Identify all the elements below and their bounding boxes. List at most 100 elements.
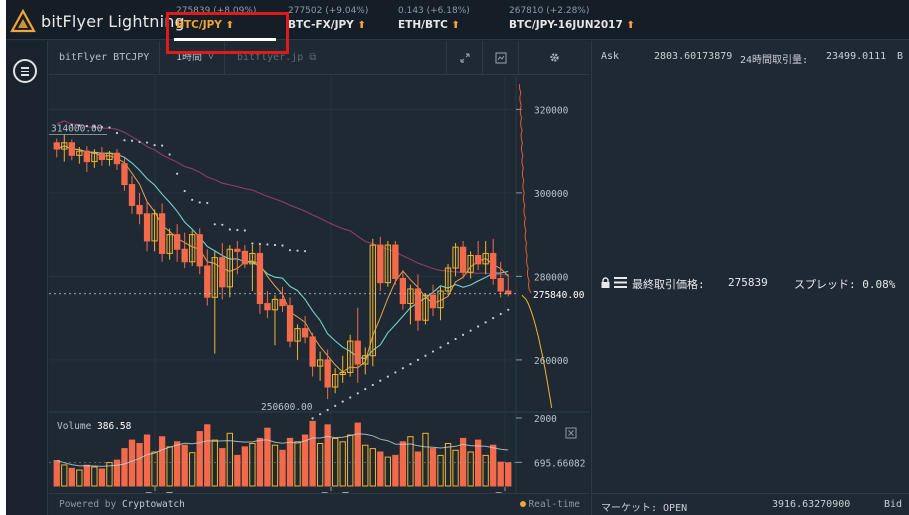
screenshot-icon[interactable] (482, 41, 518, 75)
volume-bar (332, 437, 339, 487)
candle-body (211, 257, 218, 298)
lock-icon[interactable] (601, 277, 610, 288)
ticker-eth-btc[interactable]: 0.143 (+6.18%) ETH/BTC ⬆ (398, 6, 470, 36)
sar-dot (273, 243, 277, 247)
volume-bar (407, 436, 414, 487)
volume-bar (91, 466, 98, 487)
sar-dot (424, 354, 427, 357)
sar-dot (349, 396, 352, 399)
ticker-btc-jpy-futures[interactable]: 267810 (+2.28%) BTC/JPY-16JUN2017 ⬆ (509, 6, 635, 36)
x-tick-label: 6月15日 (138, 492, 174, 493)
sar-dot (145, 141, 149, 144)
powered-by[interactable]: Powered by Cryptowatch (59, 499, 185, 510)
list-icon[interactable] (614, 277, 627, 288)
interval-select[interactable]: 1時間 ˅ (166, 41, 225, 75)
ticker-btc-fx-jpy[interactable]: 277502 (+9.04%) BTC-FX/JPY ⬆ (288, 6, 368, 36)
source-link[interactable]: bitflyer.jp ⧉ (227, 41, 326, 75)
sar-dot (334, 404, 337, 407)
chart-footer: Powered by Cryptowatch Real-time (49, 493, 590, 515)
candle-body (113, 152, 121, 165)
bid-label: Bid (884, 499, 903, 510)
sar-dot (507, 308, 510, 311)
sar-dot (206, 201, 209, 205)
volume-bar (497, 461, 504, 487)
sar-dot (191, 198, 194, 201)
arrow-up-icon: ⬆ (451, 20, 460, 31)
volume-bar (377, 451, 384, 487)
candle-body (76, 150, 83, 156)
sar-dot (236, 228, 239, 232)
volume-bar (143, 434, 151, 487)
candle-body (294, 328, 301, 342)
sar-dot (115, 131, 119, 135)
volume-bar (151, 451, 158, 487)
sar-dot (85, 124, 88, 128)
sar-dot (213, 223, 216, 226)
sar-dot (492, 317, 495, 320)
powered-brand: Cryptowatch (121, 499, 185, 510)
candle-body (339, 371, 346, 376)
market-status: マーケット: OPEN (601, 503, 688, 514)
candle-body (490, 252, 497, 279)
volume-bar (264, 427, 271, 487)
sar-dot (371, 383, 374, 387)
arrow-up-icon: ⬆ (357, 20, 366, 31)
candle-body (279, 298, 286, 307)
close-icon[interactable] (565, 427, 577, 439)
volume-bar (437, 454, 444, 487)
sar-dot (446, 342, 450, 345)
sar-dot (409, 362, 412, 366)
market-label[interactable]: bitFlyer BTCJPY (49, 41, 161, 75)
candle-body (271, 298, 279, 311)
volume-bar (294, 441, 301, 487)
sar-dot (401, 367, 404, 370)
sar-dot (431, 350, 435, 353)
candle-body (474, 255, 482, 265)
sar-dot (461, 333, 465, 336)
logo[interactable]: bitFlyer Lightning (10, 8, 185, 34)
sar-dot (161, 144, 164, 147)
ticker-btc-jpy[interactable]: 275839 (+8.09%) BTC/JPY ⬆ (176, 6, 256, 36)
volume-bar (301, 434, 309, 487)
volume-bar (309, 420, 316, 487)
volume-bar (136, 443, 143, 487)
sar-dot (123, 139, 126, 142)
depth-bid-curve (521, 294, 553, 408)
close-icon-cross (568, 430, 574, 436)
chevron-down-icon: ˅ (208, 52, 214, 63)
gear-icon[interactable] (518, 41, 590, 75)
volume-bar (121, 448, 128, 487)
candle-body (392, 244, 399, 279)
candle-body (83, 150, 91, 163)
powered-prefix: Powered by (59, 499, 117, 510)
volume-bar (53, 460, 60, 487)
expand-icon[interactable] (446, 41, 482, 75)
volume-bar (211, 439, 218, 487)
candle-body (407, 288, 414, 305)
volume-bar (316, 443, 324, 487)
candle-body (264, 303, 271, 311)
sar-dot (138, 140, 141, 144)
sar-dot (153, 144, 156, 147)
volume-24h-unit: B (897, 51, 904, 62)
price-chart[interactable]: 314000.00 250600.00 320000 300000 280000 2600… (49, 76, 590, 493)
candle-body (173, 234, 181, 250)
volume-bar (429, 448, 437, 487)
depth-ask-curve (519, 84, 532, 294)
candle-body (196, 234, 203, 267)
volume-bar (98, 468, 106, 487)
realtime-label: Real-time (528, 499, 580, 510)
menu-icon[interactable] (13, 59, 37, 83)
volume-bar (452, 449, 459, 487)
volume-average-line (56, 433, 509, 467)
volume-bar (68, 467, 75, 487)
source-text: bitflyer.jp (237, 52, 304, 63)
price-tick-label: 280000 (534, 272, 569, 283)
x-tick-label: 6月16日 (314, 492, 350, 493)
candle-body (106, 152, 113, 161)
realtime-indicator: Real-time (519, 499, 580, 510)
candle-body (151, 213, 158, 242)
bid-price: 3916.63270900 (772, 499, 851, 510)
ticker-symbol: BTC-FX/JPY (288, 19, 354, 31)
volume-bar (444, 443, 452, 487)
